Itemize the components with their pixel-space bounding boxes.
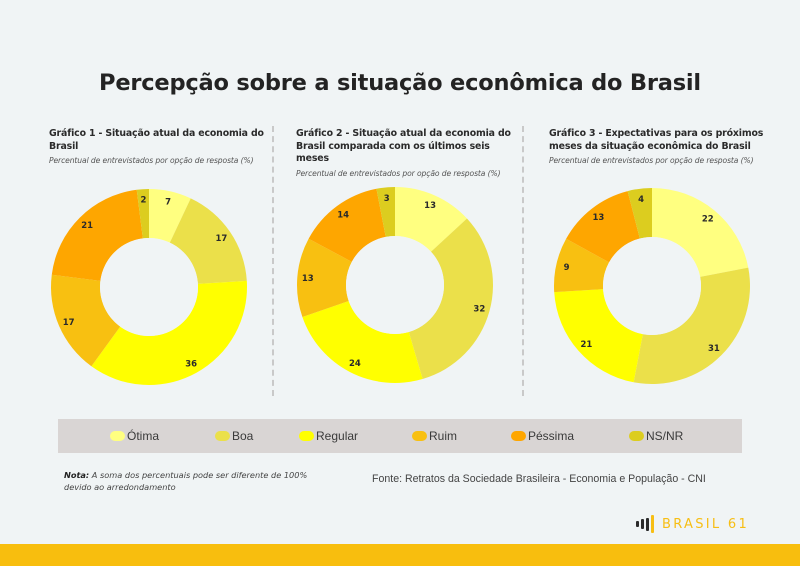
chart-1-title: Gráfico 1 - Situação atual da economia d… <box>49 128 264 152</box>
donut-3-label-boa: 31 <box>708 344 720 354</box>
legend-label-nsnr: NS/NR <box>646 429 684 443</box>
donut-2-segment-boa <box>408 218 493 380</box>
legend-item-boa: Boa <box>215 419 253 453</box>
chart-2-title: Gráfico 2 - Situação atual da economia d… <box>296 128 511 164</box>
legend-swatch-otima <box>110 431 125 441</box>
brand-logo: BRASIL 61 <box>636 514 749 534</box>
donut-1-label-regular: 36 <box>185 360 197 370</box>
chart-2-subtitle: Percentual de entrevistados por opção de… <box>296 168 501 178</box>
legend-label-pessima: Péssima <box>528 429 575 443</box>
legend-label-ruim: Ruim <box>429 429 458 443</box>
legend-item-pessima: Péssima <box>511 419 574 453</box>
donut-3-segment-nsnr <box>627 188 652 239</box>
donut-2-segment-nsnr <box>376 187 395 237</box>
footnote: Nota: A soma dos percentuais pode ser di… <box>64 469 324 493</box>
page-title: Percepção sobre a situação econômica do … <box>99 70 701 96</box>
legend-item-regular: Regular <box>299 419 358 453</box>
footnote-label: Nota: <box>64 470 90 480</box>
chart-2-header: Gráfico 2 - Situação atual da economia d… <box>296 128 516 178</box>
legend-swatch-nsnr <box>629 431 644 441</box>
donut-2-segment-pessima <box>308 188 386 262</box>
chart-1-subtitle: Percentual de entrevistados por opção de… <box>49 156 254 165</box>
divider-1 <box>272 126 274 396</box>
chart-3-subtitle: Percentual de entrevistados por opção de… <box>549 156 754 165</box>
donut-3-segment-otima <box>652 188 749 277</box>
footnote-text: A soma dos percentuais pode ser diferent… <box>64 470 308 492</box>
donut-2-segment-otima <box>395 187 467 252</box>
donut-3-label-regular: 21 <box>580 340 592 350</box>
donut-1-segment-ruim <box>50 274 121 367</box>
donut-chart-2: 13 32 24 13 14 3 <box>297 187 493 383</box>
legend: Ótima Boa Regular Ruim Péssima NS/NR <box>58 419 742 453</box>
donut-2-label-regular: 24 <box>349 359 361 369</box>
legend-label-boa: Boa <box>232 429 254 443</box>
chart-3-title: Gráfico 3 - Expectativas para os próximo… <box>549 128 764 152</box>
chart-3-header: Gráfico 3 - Expectativas para os próximo… <box>549 128 769 165</box>
donut-1-label-ruim: 17 <box>63 318 75 328</box>
donut-1-segment-boa <box>169 198 247 284</box>
donut-3-segment-ruim <box>554 238 610 293</box>
donut-1-segment-nsnr <box>136 189 149 239</box>
donut-2-hole <box>346 236 444 334</box>
donut-1-segment-otima <box>149 189 191 243</box>
donut-1-label-otima: 7 <box>165 198 171 208</box>
legend-swatch-pessima <box>511 431 526 441</box>
donut-2-label-otima: 13 <box>424 201 436 211</box>
donut-3-label-otima: 22 <box>702 215 714 225</box>
divider-2 <box>522 126 524 396</box>
chart-1-header: Gráfico 1 - Situação atual da economia d… <box>49 128 279 165</box>
donut-3-segment-boa <box>633 267 750 384</box>
footer-bar <box>0 544 800 566</box>
donut-3-segment-pessima <box>566 191 640 263</box>
legend-swatch-regular <box>299 431 314 441</box>
legend-item-nsnr: NS/NR <box>629 419 683 453</box>
donut-3-segment-regular <box>554 289 643 383</box>
legend-swatch-ruim <box>412 431 427 441</box>
donut-1-segment-pessima <box>51 189 143 281</box>
source-text: Fonte: Retratos da Sociedade Brasileira … <box>372 473 706 485</box>
donut-chart-3: 22 31 21 9 13 4 <box>554 188 750 384</box>
signal-bars-icon <box>636 515 656 533</box>
donut-chart-1: 7 17 36 17 21 2 <box>50 189 247 385</box>
donut-1-label-pessima: 21 <box>81 221 93 231</box>
legend-label-otima: Ótima <box>127 429 160 443</box>
donut-3-label-ruim: 9 <box>564 263 570 273</box>
donut-2-segment-regular <box>302 301 423 383</box>
donut-2-label-boa: 32 <box>473 304 485 314</box>
donut-1-segment-regular <box>91 280 247 385</box>
donut-3-label-nsnr: 4 <box>638 195 644 205</box>
donut-3-hole <box>603 237 701 335</box>
donut-2-segment-ruim <box>297 238 352 318</box>
donut-1-label-boa: 17 <box>215 234 227 244</box>
brand-name: BRASIL 61 <box>662 516 750 532</box>
donut-2-label-nsnr: 3 <box>384 194 390 204</box>
donut-3-label-pessima: 13 <box>592 213 604 223</box>
donut-2-label-pessima: 14 <box>337 211 349 221</box>
legend-swatch-boa <box>215 431 230 441</box>
donut-2-label-ruim: 13 <box>302 274 314 284</box>
donut-1-hole <box>100 238 198 336</box>
legend-label-regular: Regular <box>316 429 359 443</box>
donut-1-label-nsnr: 2 <box>141 196 147 206</box>
legend-item-otima: Ótima <box>110 419 159 453</box>
legend-item-ruim: Ruim <box>412 419 457 453</box>
